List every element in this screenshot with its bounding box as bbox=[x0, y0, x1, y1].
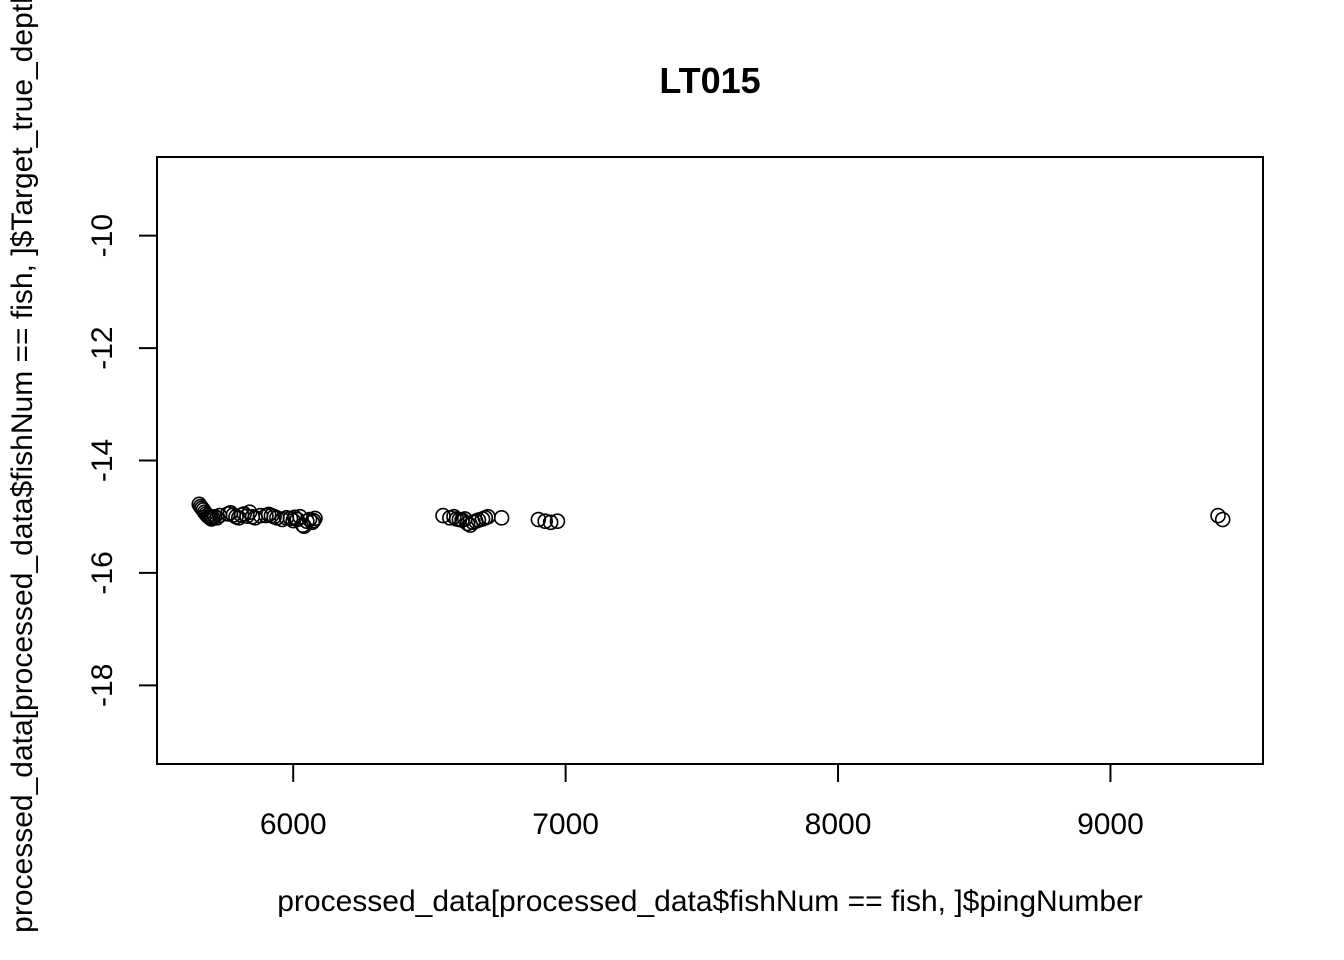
x-tick-label: 7000 bbox=[532, 808, 599, 841]
data-point bbox=[203, 511, 220, 527]
x-tick-label: 9000 bbox=[1077, 808, 1144, 841]
chart-title: LT015 bbox=[659, 60, 760, 101]
x-tick-label: 8000 bbox=[805, 808, 872, 841]
data-point bbox=[209, 510, 225, 526]
data-point bbox=[530, 511, 547, 528]
data-point bbox=[205, 510, 221, 526]
data-point bbox=[549, 513, 566, 530]
data-point bbox=[305, 512, 322, 529]
y-axis-label: processed_data[processed_data$fishNum ==… bbox=[6, 0, 39, 933]
y-tick-label: -14 bbox=[86, 439, 119, 482]
plot-frame bbox=[156, 156, 1264, 765]
data-point bbox=[1214, 511, 1231, 528]
y-tick-label: -16 bbox=[86, 551, 119, 594]
data-point bbox=[542, 514, 559, 531]
data-point bbox=[493, 510, 510, 526]
data-point bbox=[304, 514, 321, 531]
y-tick-label: -12 bbox=[86, 326, 119, 369]
y-tick-label: -10 bbox=[86, 214, 119, 257]
x-tick-label: 6000 bbox=[260, 808, 327, 841]
data-point bbox=[537, 513, 553, 530]
x-axis-label: processed_data[processed_data$fishNum ==… bbox=[277, 885, 1143, 918]
x-axis: 6000 7000 8000 9000 bbox=[260, 763, 1144, 841]
data-point bbox=[1210, 507, 1226, 524]
data-point bbox=[459, 515, 476, 532]
data-point bbox=[299, 513, 315, 530]
data-points bbox=[191, 496, 1231, 535]
y-tick-label: -18 bbox=[86, 664, 119, 707]
data-point bbox=[307, 510, 323, 527]
y-axis: -10 -12 -14 -16 -18 bbox=[86, 214, 158, 707]
